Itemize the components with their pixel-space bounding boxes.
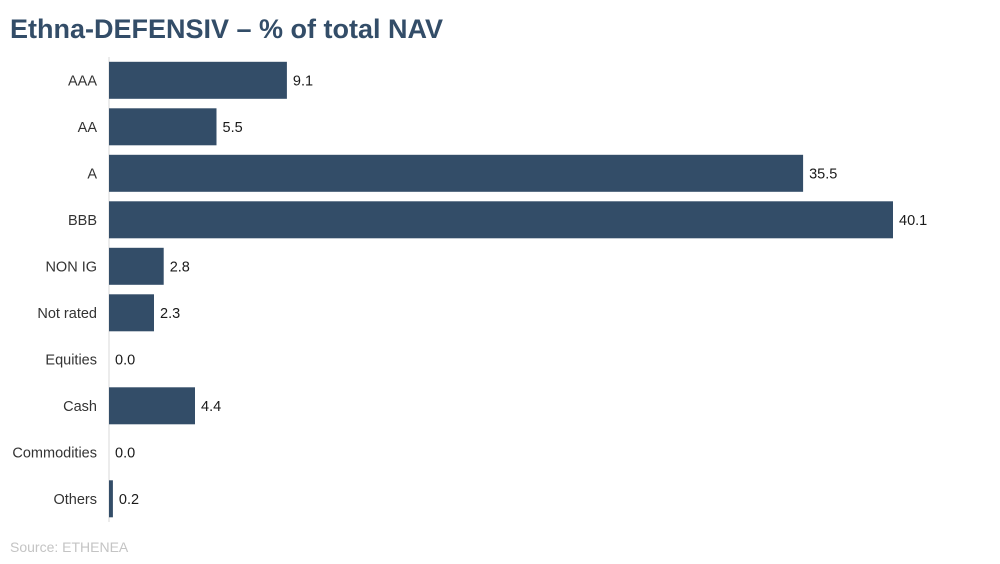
value-label: 2.3 xyxy=(160,306,180,322)
value-label: 0.2 xyxy=(119,492,139,508)
category-label: Not rated xyxy=(37,306,97,322)
value-label: 5.5 xyxy=(223,120,243,136)
category-label: AAA xyxy=(68,73,97,89)
category-label: Others xyxy=(53,492,97,508)
value-label: 0.0 xyxy=(115,352,135,368)
value-label: 2.8 xyxy=(170,259,190,275)
category-label: Cash xyxy=(63,399,97,415)
category-label: Commodities xyxy=(12,445,97,461)
bar-bbb xyxy=(109,201,893,239)
category-label: NON IG xyxy=(45,259,97,275)
bar-a xyxy=(109,154,804,192)
category-label: A xyxy=(87,166,97,182)
bar-cash xyxy=(109,387,195,425)
bar-non-ig xyxy=(109,247,164,285)
bars-group xyxy=(109,61,893,518)
value-label: 40.1 xyxy=(899,213,927,229)
chart-title: Ethna-DEFENSIV – % of total NAV xyxy=(10,14,444,44)
category-label: AA xyxy=(78,120,98,136)
bar-aaa xyxy=(109,61,287,99)
value-labels-group: 9.1 5.5 35.5 40.1 2.8 2.3 0.0 4.4 0.0 0.2 xyxy=(115,73,927,508)
value-label: 0.0 xyxy=(115,445,135,461)
bar-not-rated xyxy=(109,294,154,332)
source-note: Source: ETHENEA xyxy=(10,539,129,555)
bar-aa xyxy=(109,108,217,146)
bar-others xyxy=(109,480,113,518)
category-label: BBB xyxy=(68,213,97,229)
category-label: Equities xyxy=(45,352,97,368)
value-label: 9.1 xyxy=(293,73,313,89)
value-label: 4.4 xyxy=(201,399,221,415)
value-label: 35.5 xyxy=(809,166,837,182)
